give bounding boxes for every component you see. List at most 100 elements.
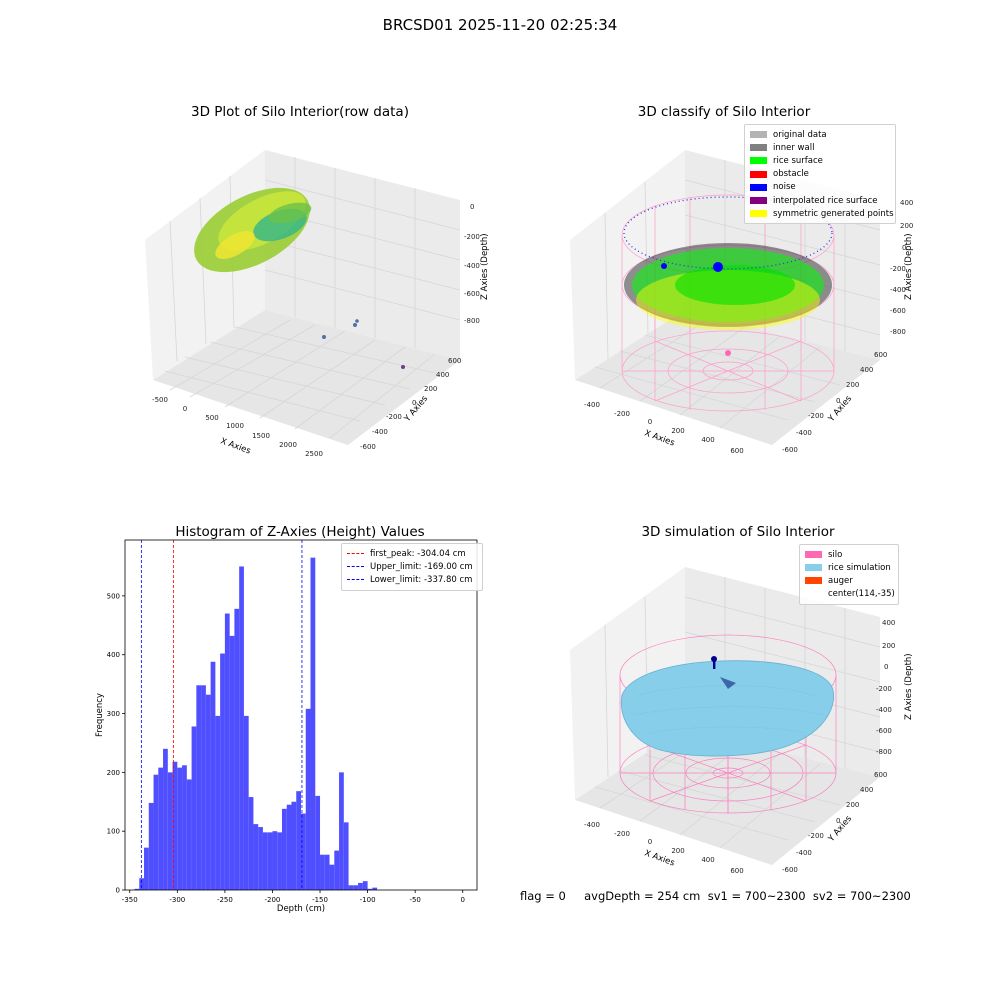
histogram-bar xyxy=(339,772,344,890)
histogram-bar xyxy=(243,715,249,890)
simulation-y-tick: 400 xyxy=(860,786,873,794)
legend-item-inner-wall: inner wall xyxy=(750,141,890,154)
legend-label: interpolated rice surface xyxy=(773,195,878,206)
legend-item-symmetric-generated-points: symmetric generated points xyxy=(750,207,894,220)
classify-x-tick: 400 xyxy=(701,436,714,444)
histogram-x-tick-label: -50 xyxy=(409,896,420,904)
histogram-bar xyxy=(248,797,254,890)
legend-item-lower-limit: Lower_limit: -337.80 cm xyxy=(347,573,477,586)
legend-item-obstacle: obstacle xyxy=(750,168,890,181)
histogram-bar xyxy=(277,832,282,890)
simulation-z-tick: -800 xyxy=(876,748,892,756)
raw-x-tick: 1000 xyxy=(226,422,244,430)
legend-label: symmetric generated points xyxy=(773,208,894,219)
legend-swatch xyxy=(750,157,767,165)
legend-item-rice-simulation: rice simulation xyxy=(805,561,893,574)
histogram-x-tick-label: -350 xyxy=(122,896,138,904)
classify-plot-title: 3D classify of Silo Interior xyxy=(637,104,811,120)
simulation-z-tick: -600 xyxy=(876,727,892,735)
histogram-bar xyxy=(210,661,216,890)
histogram-bar xyxy=(134,888,140,890)
histogram-bar xyxy=(144,847,149,890)
legend-swatch xyxy=(805,577,822,585)
simulation-x-tick: -400 xyxy=(584,821,600,829)
histogram-reference-lines xyxy=(140,540,303,890)
histogram-x-label: Depth (cm) xyxy=(277,904,325,914)
histogram-bar xyxy=(224,613,230,890)
histogram-bar xyxy=(172,761,178,890)
raw-z-tick: 0 xyxy=(470,203,474,211)
histogram-bars xyxy=(134,557,378,890)
histogram-bar xyxy=(329,864,335,890)
histogram-y-ticks: 0 100 200 300 400 500 xyxy=(107,592,125,895)
legend-label: inner wall xyxy=(773,142,815,153)
histogram-bar xyxy=(177,767,183,890)
raw-3d-y-ticks: 600 400 200 0 -200 -400 -600 xyxy=(360,357,461,451)
simulation-x-ticks: -400 -200 0 200 400 600 xyxy=(584,821,744,875)
histogram-y-tick-label: 0 xyxy=(116,887,120,895)
raw-3d-points xyxy=(194,187,405,369)
legend-label: noise xyxy=(773,182,796,193)
histogram-bar xyxy=(186,779,192,890)
simulation-y-tick: 600 xyxy=(874,771,887,779)
classify-z-ticks: 400 200 0 -200 -400 -600 -800 xyxy=(890,199,913,336)
classify-z-tick: -400 xyxy=(890,286,906,294)
histogram-x-tick-label: -100 xyxy=(360,896,376,904)
histogram-bar xyxy=(286,804,292,890)
classify-x-tick: -400 xyxy=(584,401,600,409)
histogram-bar xyxy=(372,887,378,890)
histogram-bar xyxy=(167,772,173,890)
histogram-bar xyxy=(220,653,225,890)
figure-title: BRCSD01 2025-11-20 02:25:34 xyxy=(382,16,618,34)
simulation-y-tick: -200 xyxy=(808,832,824,840)
classify-y-tick: 600 xyxy=(874,351,887,359)
histogram-bar xyxy=(305,708,311,890)
histogram-bar xyxy=(253,824,259,890)
simulation-plot-title: 3D simulation of Silo Interior xyxy=(641,524,835,540)
histogram-x-tick-label: -300 xyxy=(169,896,185,904)
raw-y-tick: -200 xyxy=(386,413,402,421)
classify-x-tick: -200 xyxy=(614,410,630,418)
histogram-bar xyxy=(348,885,354,890)
legend-swatch xyxy=(750,210,767,218)
histogram-bar xyxy=(153,774,159,890)
legend-item-center: center(114,-35) xyxy=(805,588,895,601)
legend-swatch xyxy=(750,197,767,205)
simulation-3d-plot: -400 -200 0 200 400 600 X Axies 600 400 … xyxy=(570,567,914,875)
histogram-bar xyxy=(358,882,363,890)
raw-3d-grid xyxy=(164,157,461,439)
raw-3d-z-ticks: 0 -200 -400 -600 -800 xyxy=(464,203,480,325)
classify-z-label: Z Axies (Depth) xyxy=(904,233,914,300)
simulation-x-tick: 600 xyxy=(730,867,743,875)
classify-3d-plot: -400 -200 0 200 400 600 X Axies 600 400 … xyxy=(570,150,914,455)
simulation-z-ticks: 400 200 0 -200 -400 -600 -800 xyxy=(876,619,895,756)
raw-y-tick: -400 xyxy=(372,428,388,436)
histogram-bar xyxy=(320,854,325,890)
legend-swatch xyxy=(750,183,767,191)
histogram-bar xyxy=(158,767,164,890)
raw-x-tick: -500 xyxy=(152,396,168,404)
simulation-auger xyxy=(711,656,736,689)
legend-item-rice-surface: rice surface xyxy=(750,154,890,167)
histogram-x-tick-label: 0 xyxy=(460,896,464,904)
raw-z-tick: -600 xyxy=(464,290,480,298)
legend-item-noise: noise xyxy=(750,181,890,194)
legend-label: obstacle xyxy=(773,169,809,180)
raw-z-tick: -800 xyxy=(464,317,480,325)
raw-3d-plot: -500 0 500 1000 1500 2000 2500 X Axies 6… xyxy=(145,150,490,458)
legend-swatch xyxy=(805,564,822,572)
histogram-bar xyxy=(334,850,340,890)
histogram-bar xyxy=(301,813,306,890)
histogram-y-tick-label: 400 xyxy=(107,651,120,659)
histogram-bar xyxy=(215,715,221,890)
legend-label: rice simulation xyxy=(828,562,891,573)
histogram-bar xyxy=(291,801,297,890)
histogram-x-tick-label: -250 xyxy=(217,896,233,904)
histogram-x-ticks: -350 -300 -250 -200 -150 -100 -50 0 xyxy=(122,890,465,904)
simulation-x-tick: 200 xyxy=(671,847,684,855)
raw-y-tick: 200 xyxy=(424,385,437,393)
classify-y-tick: -400 xyxy=(796,429,812,437)
histogram-y-tick-label: 500 xyxy=(107,592,120,600)
simulation-y-ticks: 600 400 200 0 -200 -400 -600 xyxy=(782,771,887,874)
legend-swatch xyxy=(750,131,767,139)
